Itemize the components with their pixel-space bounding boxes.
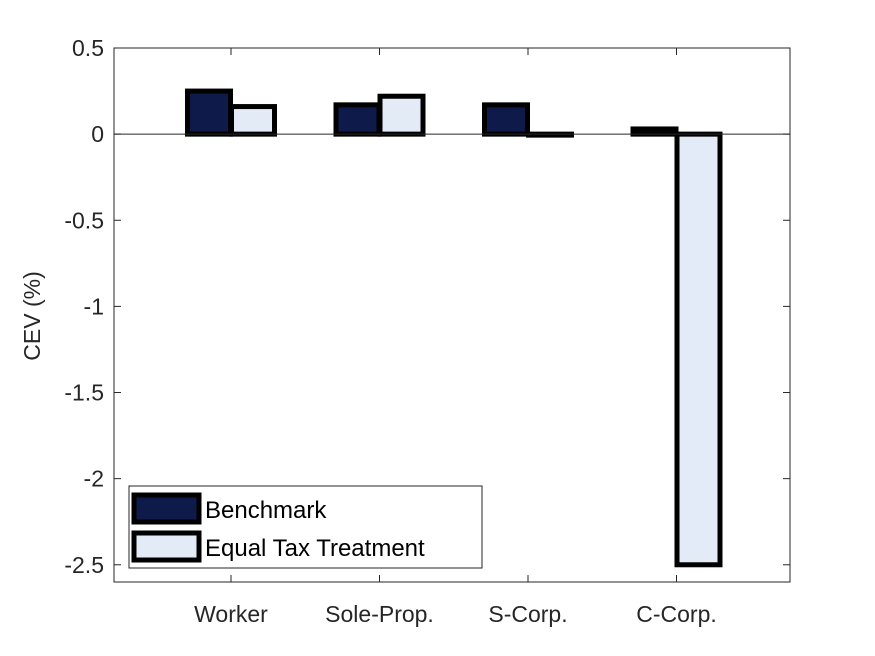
bar-benchmark-worker bbox=[185, 88, 233, 137]
bar-benchmark-c-corp- bbox=[630, 126, 679, 137]
y-ticks-group: 0.5 0 -0.5 -1 -1.5 -2 -2.5 bbox=[64, 35, 790, 578]
legend-swatch-benchmark bbox=[131, 492, 202, 525]
legend-label: Benchmark bbox=[205, 497, 327, 524]
x-tick-label: S-Corp. bbox=[488, 601, 567, 627]
x-tick-label: C-Corp. bbox=[636, 601, 717, 627]
y-tick-label: 0 bbox=[91, 121, 104, 147]
y-axis-label: CEV (%) bbox=[19, 271, 45, 360]
bar-equal-tax-treatment-sole-prop- bbox=[377, 93, 426, 137]
x-ticks-group: Worker Sole-Prop. S-Corp. C-Corp. bbox=[194, 48, 717, 627]
y-tick-label: 0.5 bbox=[72, 35, 104, 61]
y-tick-label: -2 bbox=[84, 466, 104, 492]
legend-swatch-equal-tax-treatment bbox=[131, 530, 202, 563]
y-tick-label: -1.5 bbox=[64, 380, 104, 406]
x-tick-label: Worker bbox=[194, 601, 268, 627]
bar-equal-tax-treatment-worker bbox=[229, 104, 277, 137]
bars-group bbox=[185, 88, 723, 568]
y-tick-label: -2.5 bbox=[64, 552, 104, 578]
bar-benchmark-sole-prop- bbox=[333, 102, 382, 137]
y-tick-label: -1 bbox=[84, 293, 104, 319]
x-tick-label: Sole-Prop. bbox=[325, 601, 434, 627]
legend-label: Equal Tax Treatment bbox=[205, 535, 425, 562]
legend: Benchmark Equal Tax Treatment bbox=[128, 485, 483, 569]
bar-benchmark-s-corp- bbox=[482, 102, 530, 137]
y-tick-label: -0.5 bbox=[64, 207, 104, 233]
bar-equal-tax-treatment-c-corp- bbox=[674, 131, 723, 568]
